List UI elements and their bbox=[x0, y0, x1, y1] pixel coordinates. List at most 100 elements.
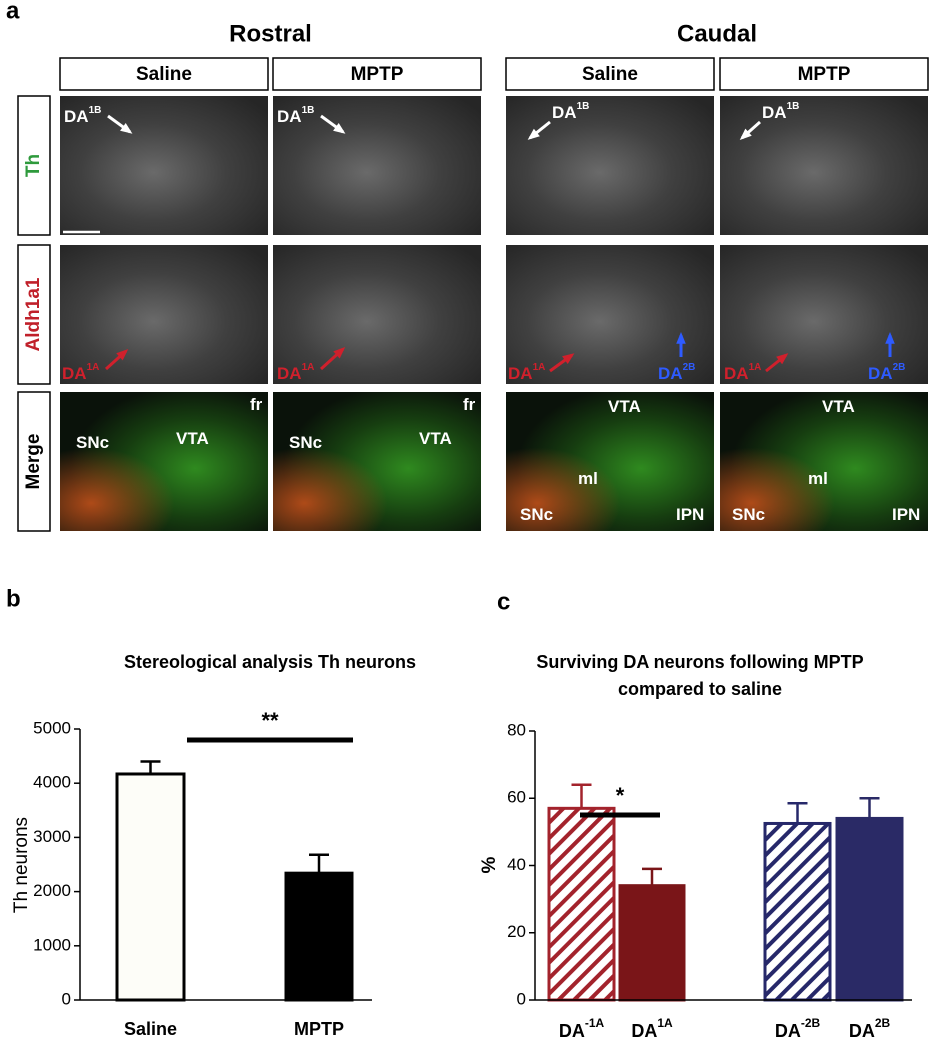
column-header-box bbox=[272, 57, 482, 91]
x-tick-label-base: DA bbox=[631, 1021, 657, 1041]
column-header-box bbox=[505, 57, 715, 91]
micrograph-overlay bbox=[273, 392, 481, 531]
image-annotation: DA1B bbox=[64, 105, 101, 127]
image-annotation: VTA bbox=[822, 397, 855, 416]
column-header-box bbox=[719, 57, 929, 91]
image-annotation: DA1A bbox=[62, 362, 99, 384]
image-annotation: SNc bbox=[76, 433, 109, 452]
x-tick-label-base: DA bbox=[775, 1021, 801, 1041]
image-annotation-base: fr bbox=[250, 395, 263, 414]
micrograph bbox=[720, 245, 928, 384]
column-header: MPTP bbox=[798, 64, 851, 85]
micrograph bbox=[720, 96, 928, 235]
micrograph-overlay bbox=[60, 392, 268, 531]
micrograph-overlay bbox=[720, 392, 928, 531]
image-annotation: fr bbox=[250, 395, 263, 414]
arrow-head bbox=[116, 348, 129, 361]
y-tick-label: 2000 bbox=[33, 881, 71, 900]
image-annotation: DA1A bbox=[724, 362, 761, 384]
image-annotation-sup: 1B bbox=[787, 101, 800, 112]
column-header: Saline bbox=[582, 64, 638, 85]
image-annotation: SNc bbox=[732, 505, 765, 524]
micrograph bbox=[273, 245, 481, 384]
x-tick-label-sup: 2B bbox=[875, 1016, 891, 1030]
image-annotation-base: SNc bbox=[76, 433, 109, 452]
image-annotation: DA2B bbox=[868, 362, 905, 384]
x-tick-label: DA2B bbox=[849, 1016, 891, 1041]
image-annotation: ml bbox=[578, 469, 598, 488]
image-annotation-sup: 2B bbox=[893, 362, 906, 373]
row-header: Aldh1a1 bbox=[23, 277, 44, 351]
panel-label: a bbox=[6, 0, 20, 24]
arrow-head bbox=[333, 122, 346, 134]
panel-label: b bbox=[6, 585, 21, 612]
image-annotation-base: IPN bbox=[892, 505, 920, 524]
image-annotation: VTA bbox=[176, 429, 209, 448]
x-tick-label-sup: -1A bbox=[585, 1016, 605, 1030]
image-annotation: DA1B bbox=[762, 101, 799, 123]
image-annotation-base: VTA bbox=[176, 429, 209, 448]
y-axis-label: Th neurons bbox=[11, 817, 32, 913]
micrograph bbox=[273, 96, 481, 235]
arrow-head bbox=[333, 346, 346, 359]
image-annotation-base: DA bbox=[658, 364, 683, 383]
group-title: Caudal bbox=[677, 20, 757, 47]
chart-title: Stereological analysis Th neurons bbox=[124, 652, 416, 672]
row-header: Th bbox=[23, 154, 44, 177]
image-annotation: VTA bbox=[419, 429, 452, 448]
image-annotation-base: DA bbox=[277, 364, 302, 383]
image-annotation-sup: 2B bbox=[683, 362, 696, 373]
image-annotation-base: DA bbox=[552, 103, 577, 122]
column-header: MPTP bbox=[351, 64, 404, 85]
image-annotation: DA1A bbox=[508, 362, 545, 384]
y-axis-label: % bbox=[479, 856, 500, 873]
image-annotation-base: fr bbox=[463, 395, 476, 414]
bar bbox=[618, 884, 686, 1002]
significance-label: ** bbox=[261, 708, 279, 733]
image-annotation-base: ml bbox=[578, 469, 598, 488]
y-tick-label: 40 bbox=[507, 855, 526, 874]
y-tick-label: 4000 bbox=[33, 773, 71, 792]
bar bbox=[547, 806, 616, 1002]
arrow-head bbox=[120, 122, 133, 134]
row-header-box bbox=[17, 244, 51, 385]
image-annotation: DA1B bbox=[277, 105, 314, 127]
row-header: Merge bbox=[23, 434, 44, 490]
x-tick-label-sup: 1A bbox=[657, 1016, 673, 1030]
image-annotation-base: SNc bbox=[520, 505, 553, 524]
image-annotation-base: SNc bbox=[289, 433, 322, 452]
image-annotation-base: DA bbox=[724, 364, 749, 383]
image-annotation-base: ml bbox=[808, 469, 828, 488]
x-tick-label: DA-1A bbox=[559, 1016, 605, 1041]
row-header-box bbox=[17, 391, 51, 532]
image-annotation-base: DA bbox=[762, 103, 787, 122]
x-tick-label: MPTP bbox=[294, 1019, 344, 1039]
y-tick-label: 5000 bbox=[33, 718, 71, 737]
image-annotation: fr bbox=[463, 395, 476, 414]
image-annotation: ml bbox=[808, 469, 828, 488]
bar bbox=[115, 772, 186, 1002]
micrograph bbox=[506, 96, 714, 235]
x-tick-label-base: DA bbox=[849, 1021, 875, 1041]
image-annotation-base: VTA bbox=[608, 397, 641, 416]
x-tick-label-base: DA bbox=[559, 1021, 585, 1041]
image-annotation-base: DA bbox=[64, 107, 89, 126]
image-annotation: SNc bbox=[289, 433, 322, 452]
image-annotation-base: VTA bbox=[822, 397, 855, 416]
bar bbox=[763, 821, 832, 1002]
micrograph-overlay bbox=[506, 392, 714, 531]
y-tick-label: 80 bbox=[507, 720, 526, 739]
bar bbox=[284, 871, 354, 1002]
arrow-head bbox=[776, 353, 789, 365]
row-header-box bbox=[17, 95, 51, 236]
micrograph bbox=[60, 96, 268, 235]
image-annotation-base: DA bbox=[508, 364, 533, 383]
column-header: Saline bbox=[136, 64, 192, 85]
significance-label: * bbox=[616, 783, 625, 808]
image-annotation: DA1A bbox=[277, 362, 314, 384]
chart-title: compared to saline bbox=[618, 679, 782, 699]
image-annotation-base: SNc bbox=[732, 505, 765, 524]
image-annotation-base: DA bbox=[62, 364, 87, 383]
x-tick-label-sup: -2B bbox=[801, 1016, 821, 1030]
x-tick-label: DA1A bbox=[631, 1016, 673, 1041]
